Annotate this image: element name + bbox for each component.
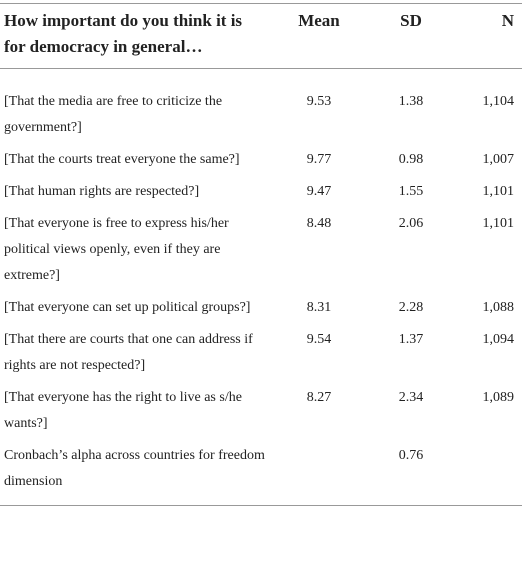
table-body: [That the media are free to criticize th… bbox=[0, 69, 522, 506]
table-row: [That the media are free to criticize th… bbox=[0, 69, 522, 144]
table-row: [That human rights are respected?] 9.47 1.… bbox=[0, 175, 522, 207]
cell-value: 1,101 bbox=[482, 216, 515, 231]
row-label: [That everyone is free to express his/he… bbox=[4, 216, 229, 283]
cell-value: 1,094 bbox=[482, 332, 515, 347]
cell-value: 8.31 bbox=[306, 300, 332, 315]
cell-value: 2.34 bbox=[398, 390, 424, 405]
row-label: [That the courts treat everyone the same… bbox=[4, 152, 240, 167]
cell-value: 1,007 bbox=[482, 152, 515, 167]
cell-value: 2.06 bbox=[398, 216, 424, 231]
cell-value: 9.77 bbox=[306, 152, 332, 167]
header-cell: Mean bbox=[298, 11, 340, 30]
row-label: [That the media are free to criticize th… bbox=[4, 94, 223, 135]
cell-value: 1,101 bbox=[482, 184, 515, 199]
row-label: [That human rights are respected?] bbox=[4, 184, 200, 199]
cell-value: 9.53 bbox=[306, 94, 332, 109]
row-label: [That everyone has the right to live as … bbox=[4, 390, 242, 431]
table-row: Cronbach’s alpha across countries for fr… bbox=[0, 439, 522, 506]
row-label: [That everyone can set up political grou… bbox=[4, 300, 251, 315]
header-cell: How important do you think it is for dem… bbox=[4, 11, 243, 56]
cell-value: 1,104 bbox=[482, 94, 515, 109]
table-row: [That there are courts that one can addr… bbox=[0, 323, 522, 381]
cell-value: 0.76 bbox=[398, 448, 424, 463]
row-label: [That there are courts that one can addr… bbox=[4, 332, 253, 373]
table-header: How important do you think it is for dem… bbox=[0, 3, 522, 69]
cell-value: 9.47 bbox=[306, 184, 332, 199]
cell-value: 1.55 bbox=[398, 184, 424, 199]
cell-value: 1.38 bbox=[398, 94, 424, 109]
row-label: Cronbach’s alpha across countries for fr… bbox=[4, 448, 265, 489]
cell-value bbox=[270, 439, 368, 506]
cell-value: 1,089 bbox=[482, 390, 515, 405]
cell-value bbox=[454, 439, 522, 506]
cell-value: 8.27 bbox=[306, 390, 332, 405]
table-row: [That everyone can set up political grou… bbox=[0, 291, 522, 323]
cell-value: 1.37 bbox=[398, 332, 424, 347]
table-row: [That everyone is free to express his/he… bbox=[0, 207, 522, 291]
cell-value: 0.98 bbox=[398, 152, 424, 167]
cell-value: 2.28 bbox=[398, 300, 424, 315]
cell-value: 9.54 bbox=[306, 332, 332, 347]
table-row: [That everyone has the right to live as … bbox=[0, 381, 522, 439]
page: How important do you think it is for dem… bbox=[0, 3, 522, 575]
table-row: [That the courts treat everyone the same… bbox=[0, 143, 522, 175]
header-cell: SD bbox=[400, 11, 422, 30]
cell-value: 1,088 bbox=[482, 300, 515, 315]
data-table: How important do you think it is for dem… bbox=[0, 3, 522, 506]
cell-value: 8.48 bbox=[306, 216, 332, 231]
header-cell: N bbox=[501, 11, 514, 30]
header-row: How important do you think it is for dem… bbox=[0, 3, 522, 69]
